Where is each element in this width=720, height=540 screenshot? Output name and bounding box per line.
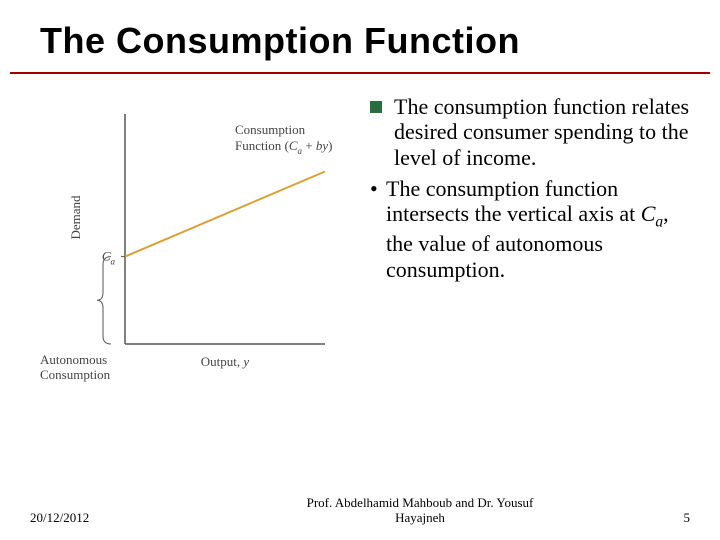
consumption-chart: CaAutonomousConsumptionDemandOutput, yCo… <box>30 94 360 414</box>
svg-text:Ca: Ca <box>102 249 116 267</box>
svg-text:Function (Ca + by): Function (Ca + by) <box>235 138 332 156</box>
square-bullet-icon <box>370 101 382 113</box>
svg-text:Consumption: Consumption <box>235 122 306 137</box>
bullet-list: The consumption function relates desired… <box>370 94 700 414</box>
svg-text:Demand: Demand <box>68 195 83 240</box>
svg-text:Output, y: Output, y <box>201 354 250 369</box>
dot-bullet-icon: • <box>370 176 386 282</box>
bullet-text: The consumption function relates desired… <box>394 94 700 170</box>
footer-author: Prof. Abdelhamid Mahboub and Dr. Yousuf … <box>180 495 660 526</box>
svg-text:Consumption: Consumption <box>40 367 111 382</box>
slide-title: The Consumption Function <box>40 20 690 62</box>
footer-date: 20/12/2012 <box>0 510 180 526</box>
bullet-item: The consumption function relates desired… <box>370 94 700 170</box>
slide-footer: 20/12/2012 Prof. Abdelhamid Mahboub and … <box>0 495 720 526</box>
bullet-text: The consumption function intersects the … <box>386 176 700 282</box>
footer-page-number: 5 <box>660 510 720 526</box>
svg-text:Autonomous: Autonomous <box>40 352 107 367</box>
bullet-item: • The consumption function intersects th… <box>370 176 700 282</box>
